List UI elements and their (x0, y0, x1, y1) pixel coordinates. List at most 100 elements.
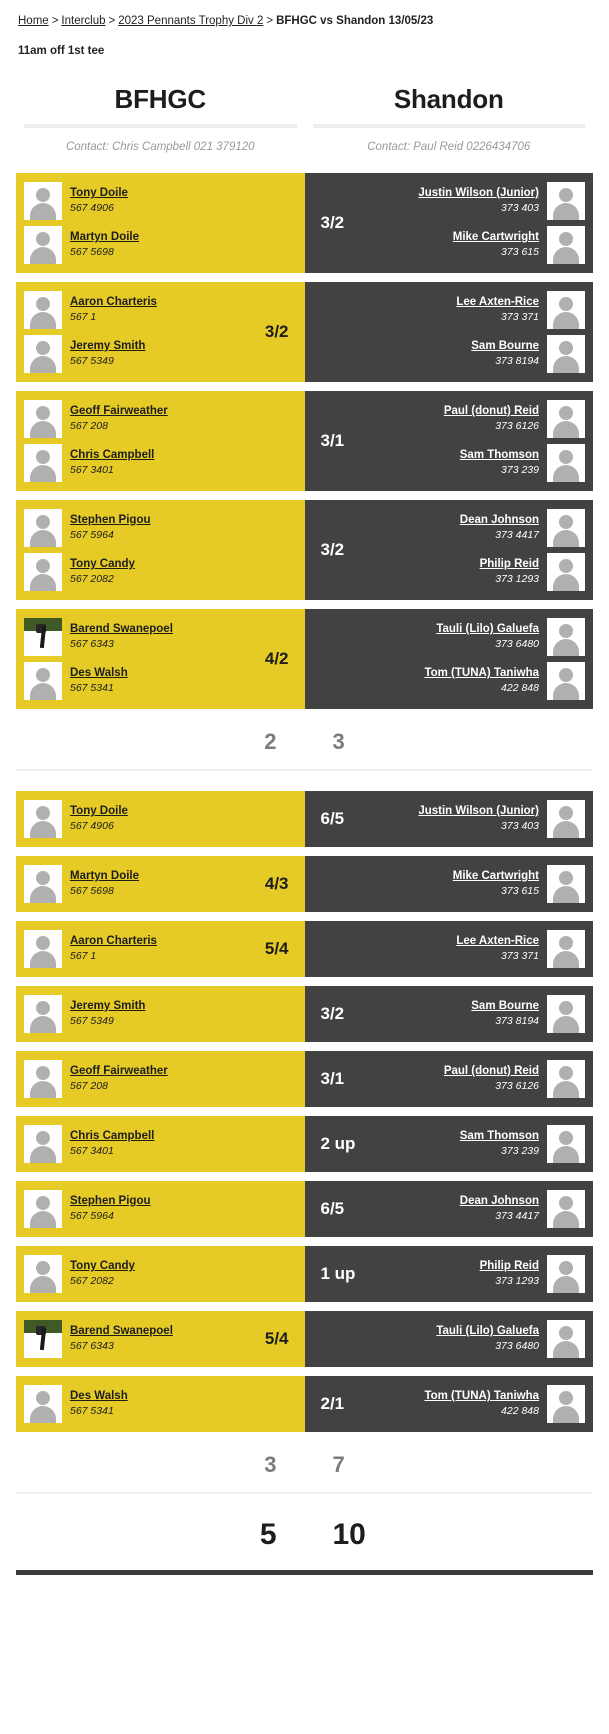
person-avatar-icon (547, 226, 585, 264)
home-team-panel: Geoff Fairweather 567 208 (16, 1051, 305, 1107)
player-details: Dean Johnson 373 4417 (460, 514, 539, 542)
away-team-panel: Tauli (Lilo) Galuefa 373 6480 (304, 1311, 593, 1367)
avatar-head (36, 1391, 50, 1405)
avatar-head (36, 1001, 50, 1015)
avatar-body (553, 312, 579, 329)
player-name-link[interactable]: Tony Candy (70, 1260, 135, 1272)
player-name-link[interactable]: Aaron Charteris (70, 935, 157, 947)
player-name-link[interactable]: Tony Candy (70, 558, 135, 570)
player-name-link[interactable]: Mike Cartwright (452, 231, 539, 243)
singles-subtotal-away: 7 (332, 1452, 345, 1477)
breadcrumb-item-0[interactable]: Home (18, 15, 49, 27)
player-handicap: 373 6126 (495, 420, 539, 432)
player-handicap: 567 1 (70, 311, 97, 323)
player-name-link[interactable]: Philip Reid (479, 558, 539, 570)
player-entry: Sam Thomson 373 239 (344, 441, 593, 485)
player-name-link[interactable]: Geoff Fairweather (70, 1065, 168, 1077)
avatar-head (36, 936, 50, 950)
person-avatar-icon (547, 618, 585, 656)
player-entry: Paul (donut) Reid 373 6126 (344, 397, 593, 441)
player-name-link[interactable]: Des Walsh (70, 1390, 128, 1402)
home-team-divider (24, 124, 297, 128)
player-details: Tom (TUNA) Taniwha 422 848 (424, 1390, 539, 1418)
breadcrumb-item-2[interactable]: 2023 Pennants Trophy Div 2 (118, 15, 264, 27)
match-result-placeholder (289, 1051, 305, 1107)
player-handicap: 373 6480 (495, 638, 539, 650)
avatar-body (30, 1081, 56, 1098)
avatar-head (559, 1196, 573, 1210)
player-entry: Sam Bourne 373 8194 (321, 332, 594, 376)
singles-match-row: Geoff Fairweather 567 208 3/1 Paul (donut) … (16, 1051, 593, 1107)
match-result-score: 1 up (320, 1264, 356, 1283)
avatar-body (553, 639, 579, 656)
away-players: Sam Thomson 373 239 (355, 1116, 593, 1172)
player-name-link[interactable]: Barend Swanepoel (70, 1325, 173, 1337)
player-name-link[interactable]: Tom (TUNA) Taniwha (424, 1390, 539, 1402)
player-name-link[interactable]: Martyn Doile (70, 870, 140, 882)
player-name-link[interactable]: Chris Campbell (70, 1130, 155, 1142)
player-name-link[interactable]: Stephen Pigou (70, 514, 151, 526)
player-name-link[interactable]: Justin Wilson (Junior) (418, 187, 539, 199)
home-players: Jeremy Smith 567 5349 (16, 986, 289, 1042)
player-name-link[interactable]: Lee Axten-Rice (456, 296, 539, 308)
player-entry: Aaron Charteris 567 1 (16, 927, 265, 971)
player-details: Philip Reid 373 1293 (480, 558, 539, 586)
player-name-link[interactable]: Stephen Pigou (70, 1195, 151, 1207)
away-team-panel: 3/1 Paul (donut) Reid 373 6126 Sam Thomson 3… (304, 391, 593, 491)
player-name-link[interactable]: Paul (donut) Reid (443, 1065, 539, 1077)
home-players: Tony Doile 567 4906 Martyn Doile 567 5698 (16, 173, 289, 273)
player-name-link[interactable]: Justin Wilson (Junior) (418, 805, 539, 817)
player-name-link[interactable]: Tony Doile (70, 187, 128, 199)
person-avatar-icon (24, 930, 62, 968)
avatar-body (553, 247, 579, 264)
player-name-link[interactable]: Sam Thomson (459, 449, 539, 461)
person-avatar-icon (547, 1255, 585, 1293)
player-name-link[interactable]: Dean Johnson (459, 514, 539, 526)
player-name-link[interactable]: Sam Thomson (459, 1130, 539, 1142)
player-name-link[interactable]: Geoff Fairweather (70, 405, 168, 417)
player-name-link[interactable]: Paul (donut) Reid (443, 405, 539, 417)
player-name-link[interactable]: Mike Cartwright (452, 870, 539, 882)
avatar-body (553, 356, 579, 373)
player-name-link[interactable]: Lee Axten-Rice (456, 935, 539, 947)
player-handicap: 422 848 (501, 1405, 539, 1417)
player-handicap: 567 5349 (70, 355, 114, 367)
breadcrumb-item-1[interactable]: Interclub (61, 15, 106, 27)
player-handicap: 373 403 (501, 202, 539, 214)
player-name-link[interactable]: Chris Campbell (70, 449, 155, 461)
player-name-link[interactable]: Sam Bourne (471, 1000, 539, 1012)
player-name-link[interactable]: Tony Doile (70, 805, 128, 817)
match-result-score: 4/2 (264, 649, 289, 668)
away-players: Paul (donut) Reid 373 6126 (344, 1051, 593, 1107)
player-name-link[interactable]: Barend Swanepoel (70, 623, 173, 635)
player-name-link[interactable]: Des Walsh (70, 667, 128, 679)
player-name-link[interactable]: Jeremy Smith (70, 340, 146, 352)
player-details: Justin Wilson (Junior) 373 403 (418, 187, 539, 215)
avatar-head (559, 559, 573, 573)
match-result-score: 2/1 (320, 1394, 345, 1413)
player-name-link[interactable]: Tom (TUNA) Taniwha (424, 667, 539, 679)
person-avatar-icon (547, 930, 585, 968)
player-name-link[interactable]: Dean Johnson (459, 1195, 539, 1207)
player-entry: Tony Candy 567 2082 (16, 1252, 289, 1296)
home-team-panel: Tony Doile 567 4906 (16, 791, 305, 847)
avatar-head (559, 668, 573, 682)
player-name-link[interactable]: Philip Reid (479, 1260, 539, 1272)
player-name-link[interactable]: Tauli (Lilo) Galuefa (436, 623, 539, 635)
player-name-link[interactable]: Martyn Doile (70, 231, 140, 243)
player-name-link[interactable]: Sam Bourne (471, 340, 539, 352)
person-avatar-icon (547, 182, 585, 220)
avatar-head (36, 559, 50, 573)
singles-match-row: Barend Swanepoel 567 6343 5/4 Tauli (Lilo) … (16, 1311, 593, 1367)
match-result-placeholder (289, 391, 305, 491)
avatar-body (553, 1341, 579, 1358)
player-name-link[interactable]: Tauli (Lilo) Galuefa (436, 1325, 539, 1337)
player-entry: Sam Thomson 373 239 (355, 1122, 593, 1166)
avatar-body (553, 465, 579, 482)
away-team-name: Shandon (393, 84, 504, 114)
away-players: Lee Axten-Rice 373 371 Sam Bourne 373 8194 (321, 282, 594, 382)
player-handicap: 567 5341 (70, 682, 114, 694)
home-team-panel: Stephen Pigou 567 5964 (16, 1181, 305, 1237)
player-name-link[interactable]: Aaron Charteris (70, 296, 157, 308)
player-name-link[interactable]: Jeremy Smith (70, 1000, 146, 1012)
